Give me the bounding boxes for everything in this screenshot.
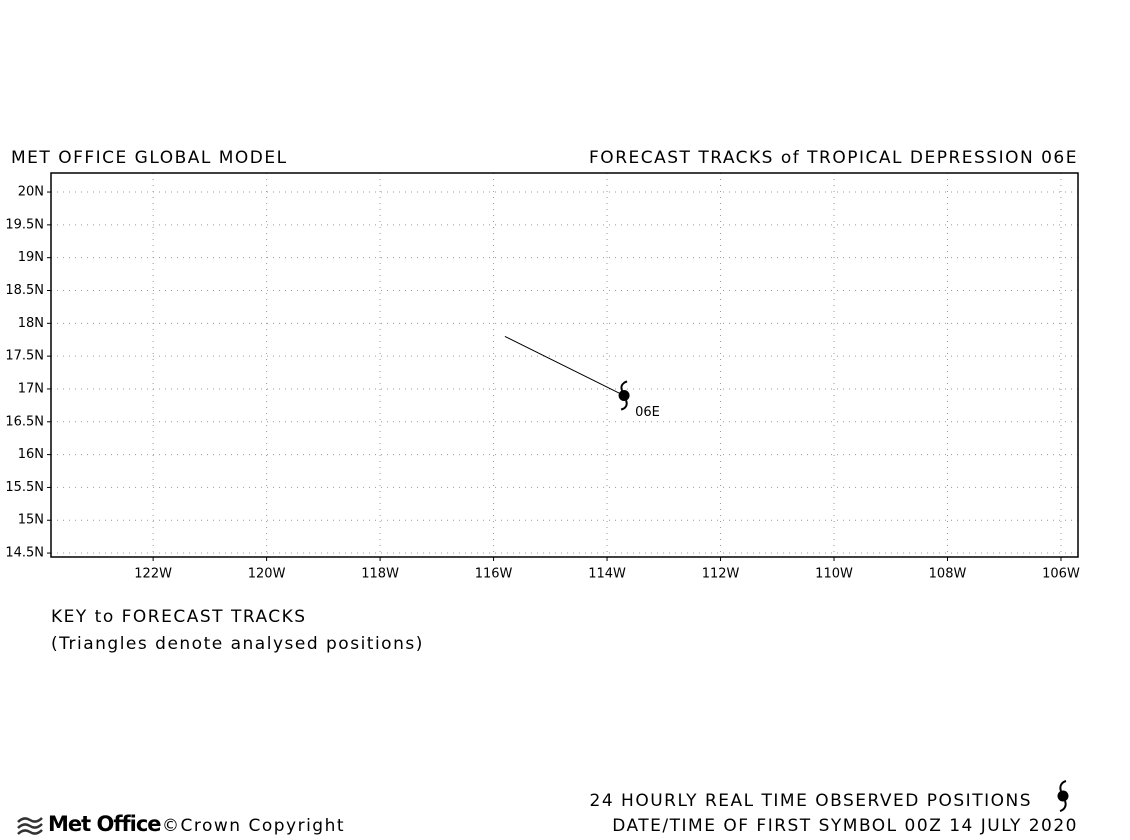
y-tick-label: 17N — [18, 381, 44, 396]
x-tick-label: 106W — [1042, 567, 1080, 582]
storm-symbol — [1057, 780, 1069, 812]
x-tick-label: 112W — [702, 567, 740, 582]
x-tick-label: 118W — [361, 567, 399, 582]
y-tick-label: 19.5N — [5, 217, 44, 232]
y-tick-label: 15.5N — [5, 480, 44, 495]
track-label: 06E — [635, 405, 660, 420]
storm-marker — [618, 380, 630, 411]
copyright: ©Crown Copyright — [162, 816, 345, 836]
x-tick-label: 108W — [929, 567, 967, 582]
key-title: KEY to FORECAST TRACKS — [51, 607, 307, 627]
y-tick-label: 17.5N — [5, 349, 44, 364]
plot-frame — [50, 172, 1079, 558]
y-tick-label: 19N — [18, 250, 44, 265]
first-symbol-label: DATE/TIME OF FIRST SYMBOL 00Z 14 JULY 20… — [612, 816, 1078, 836]
y-tick-label: 16.5N — [5, 414, 44, 429]
key-note: (Triangles denote analysed positions) — [51, 634, 424, 654]
y-tick-label: 16N — [18, 447, 44, 462]
chart-title: FORECAST TRACKS of TROPICAL DEPRESSION 0… — [589, 148, 1078, 168]
observed-label: 24 HOURLY REAL TIME OBSERVED POSITIONS — [590, 791, 1032, 811]
storm-eye — [618, 390, 630, 402]
y-tick-label: 20N — [18, 185, 44, 200]
logo-mark — [17, 817, 43, 835]
track-line — [504, 335, 625, 396]
y-tick-label: 18N — [18, 316, 44, 331]
logo-text: Met Office — [48, 812, 161, 836]
y-tick-label: 15N — [18, 513, 44, 528]
x-tick-label: 110W — [815, 567, 853, 582]
x-tick-label: 122W — [134, 567, 172, 582]
y-tick-label: 18.5N — [5, 283, 44, 298]
storm-arms — [620, 380, 628, 411]
x-tick-label: 114W — [588, 567, 626, 582]
model-label: MET OFFICE GLOBAL MODEL — [11, 148, 288, 168]
y-tick-label: 14.5N — [5, 546, 44, 561]
x-tick-label: 116W — [475, 567, 513, 582]
x-tick-label: 120W — [248, 567, 286, 582]
